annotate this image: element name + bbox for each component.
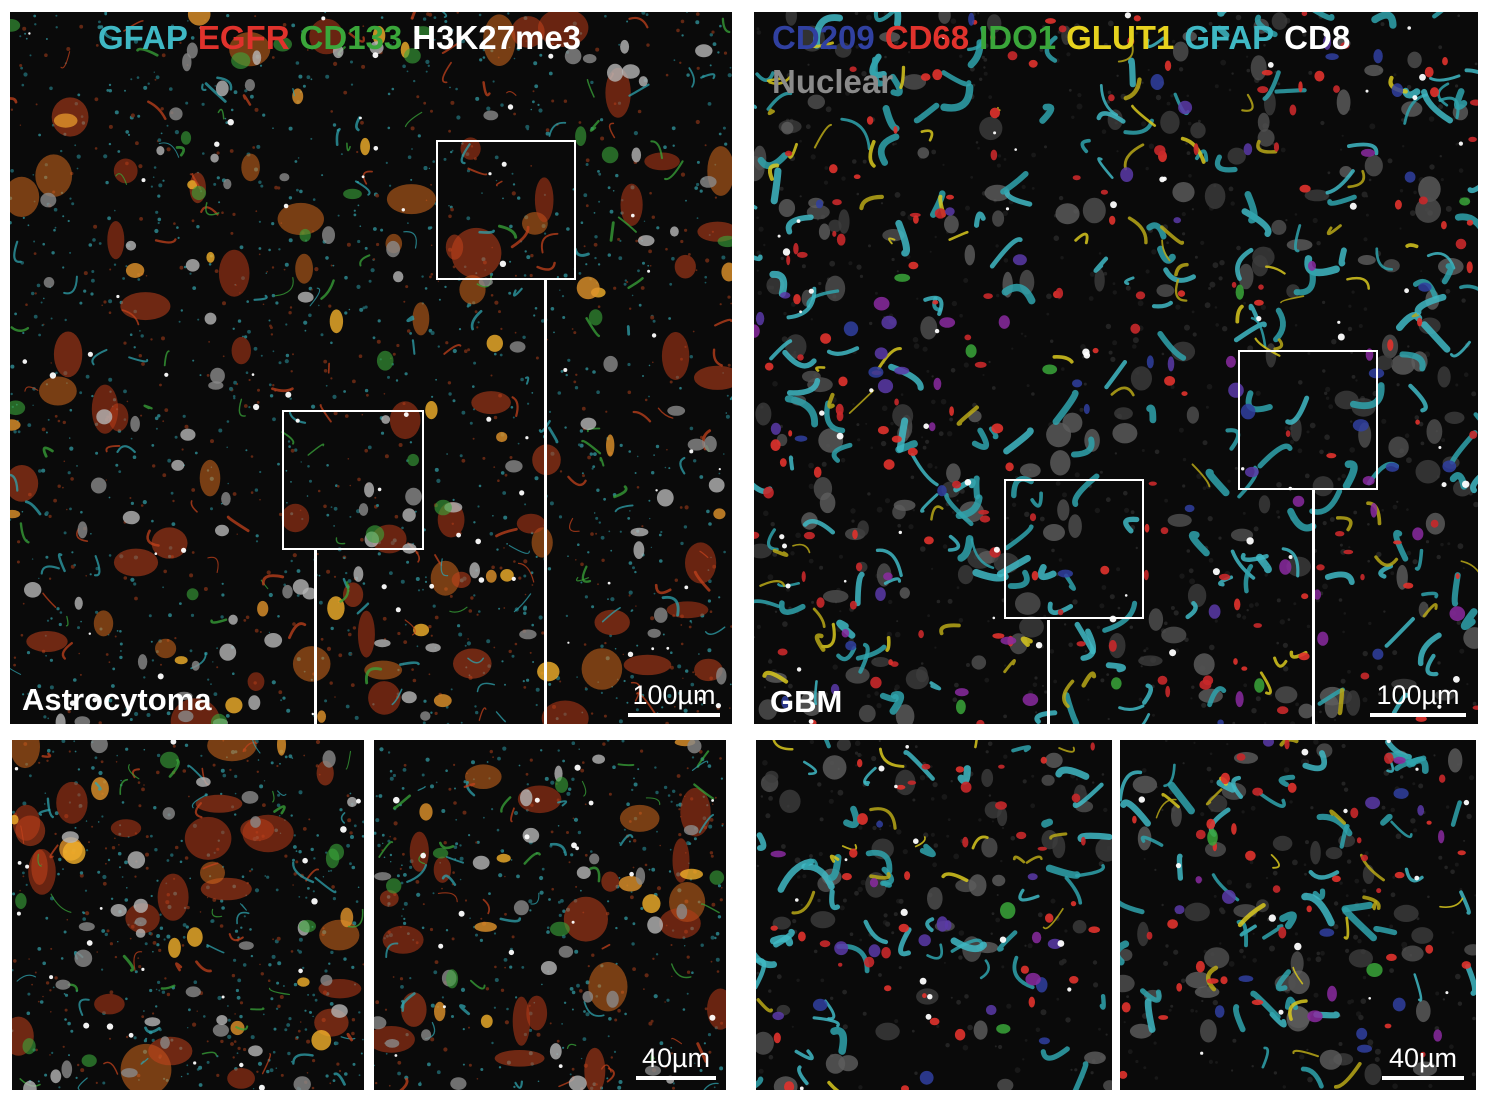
legend-cd133: CD133 xyxy=(299,19,403,56)
legend-cd209: CD209 xyxy=(772,19,875,56)
left-marker-legend: GFAP EGFR CD133 H3K27me3 xyxy=(98,20,591,56)
astrocytoma-zoom-image-2 xyxy=(374,740,726,1090)
roi-box-4 xyxy=(1238,350,1378,490)
astrocytoma-overview-image xyxy=(10,12,732,724)
roi-box-1 xyxy=(282,410,424,550)
scalebar-bar xyxy=(1370,713,1466,717)
legend-gfap: GFAP xyxy=(1184,19,1275,56)
right-marker-legend-line2: Nuclear xyxy=(772,64,903,100)
leader-line-4 xyxy=(1312,490,1315,740)
leader-line-1 xyxy=(314,550,317,740)
overview-scalebar: 100µm xyxy=(1370,680,1466,717)
astrocytoma-zoom-image-1 xyxy=(12,740,364,1090)
gbm-zoom-panel-2: 40µm xyxy=(1120,740,1476,1090)
gbm-zoom-image-2 xyxy=(1120,740,1476,1089)
astrocytoma-overview-panel: GFAP EGFR CD133 H3K27me3 Astrocytoma 100µm xyxy=(10,12,732,724)
legend-h3k27me3: H3K27me3 xyxy=(412,19,582,56)
legend-egfr: EGFR xyxy=(197,19,290,56)
legend-cd8: CD8 xyxy=(1284,19,1351,56)
gbm-overview-panel: CD209 CD68 IDO1 GLUT1 GFAP CD8 Nuclear GBM 10… xyxy=(754,12,1478,724)
scalebar-bar xyxy=(628,713,720,717)
right-marker-legend-line1: CD209 CD68 IDO1 GLUT1 GFAP CD8 xyxy=(772,20,1360,56)
overview-scalebar: 100µm xyxy=(628,680,720,717)
scalebar-label: 100µm xyxy=(632,680,716,710)
legend-glut1: GLUT1 xyxy=(1066,19,1175,56)
legend-nuclear: Nuclear xyxy=(772,63,894,100)
leader-line-3 xyxy=(1047,620,1050,740)
legend-cd68: CD68 xyxy=(884,19,970,56)
astrocytoma-zoom-panel-2: 40µm xyxy=(374,740,726,1090)
scalebar-label: 40µm xyxy=(641,1043,711,1073)
zoom-scalebar: 40µm xyxy=(1382,1043,1464,1080)
roi-box-2 xyxy=(436,140,576,280)
legend-ido1: IDO1 xyxy=(979,19,1057,56)
gbm-zoom-image-1 xyxy=(756,740,1112,1090)
roi-box-3 xyxy=(1004,479,1144,619)
tissue-label: GBM xyxy=(770,684,843,719)
scalebar-bar xyxy=(1382,1076,1464,1080)
leader-line-2 xyxy=(544,280,547,740)
zoom-scalebar: 40µm xyxy=(636,1043,716,1080)
scalebar-bar xyxy=(636,1076,716,1080)
astrocytoma-zoom-panel-1 xyxy=(12,740,364,1090)
tissue-label: Astrocytoma xyxy=(22,682,212,717)
gbm-zoom-panel-1 xyxy=(756,740,1112,1090)
gbm-overview-image xyxy=(754,12,1478,724)
legend-gfap: GFAP xyxy=(98,19,188,56)
scalebar-label: 40µm xyxy=(1388,1043,1458,1073)
scalebar-label: 100µm xyxy=(1376,680,1460,710)
